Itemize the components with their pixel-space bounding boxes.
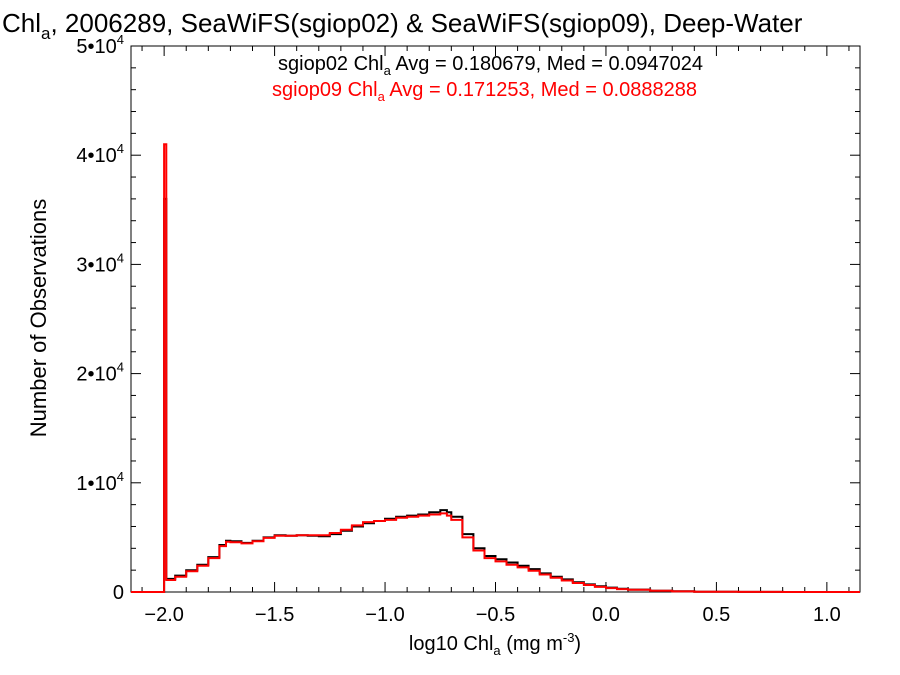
chart-title-sub: a: [41, 24, 51, 43]
chart-title: Chla, 2006289, SeaWiFS(sgiop02) & SeaWiF…: [2, 8, 803, 43]
annotation-sgiop02-sub: a: [384, 63, 392, 78]
annotation-sgiop02-pre: sgiop02 Chl: [278, 53, 384, 75]
series-line-1: [131, 143, 860, 593]
y-tick-label-1: 1•104: [76, 469, 124, 495]
annotation-sgiop09: sgiop09 Chla Avg = 0.171253, Med = 0.088…: [272, 79, 697, 104]
x-tick-label-6: 1.0: [813, 604, 841, 626]
x-tick-label-3: −0.5: [476, 604, 515, 626]
y-tick-label-3: 3•104: [76, 250, 124, 276]
x-tick-label-5: 0.5: [703, 604, 731, 626]
x-axis-label-pre: log10 Chl: [409, 633, 494, 655]
x-tick-label-1: −1.5: [255, 604, 294, 626]
x-axis-label-sub: a: [493, 643, 501, 658]
annotation-sgiop09-pre: sgiop09 Chl: [272, 79, 378, 101]
series-line-0: [131, 197, 860, 593]
x-axis-label-mid: (mg m: [501, 633, 563, 655]
x-axis-label-sup: -3: [563, 630, 575, 645]
annotation-sgiop09-post: Avg = 0.171253, Med = 0.0888288: [385, 79, 697, 101]
series-layer: [131, 143, 860, 593]
annotation-sgiop02-post: Avg = 0.180679, Med = 0.0947024: [391, 53, 703, 75]
axis-ticks: −2.0 −1.5 −1.0 −0.5 0.0 0.5 1.0 0 1•104 2•104 3•10…: [76, 32, 860, 626]
y-tick-label-2: 2•104: [76, 360, 124, 386]
x-axis-label-post: ): [574, 633, 581, 655]
y-axis-label: Number of Observations: [26, 199, 51, 437]
chart-title-pre: Chl: [2, 8, 41, 38]
x-tick-label-4: 0.0: [592, 604, 620, 626]
chart-title-post: , 2006289, SeaWiFS(sgiop02) & SeaWiFS(sg…: [50, 8, 802, 38]
y-tick-label-0: 0: [113, 582, 124, 604]
x-tick-label-0: −2.0: [144, 604, 183, 626]
x-axis-label: log10 Chla (mg m-3): [409, 630, 581, 658]
annotation-sgiop09-sub: a: [378, 89, 386, 104]
y-tick-label-5: 5•104: [76, 32, 124, 58]
x-tick-label-2: −1.0: [365, 604, 404, 626]
y-tick-label-4: 4•104: [76, 141, 124, 167]
plot-frame: [130, 45, 861, 593]
annotation-sgiop02: sgiop02 Chla Avg = 0.180679, Med = 0.094…: [278, 53, 703, 78]
